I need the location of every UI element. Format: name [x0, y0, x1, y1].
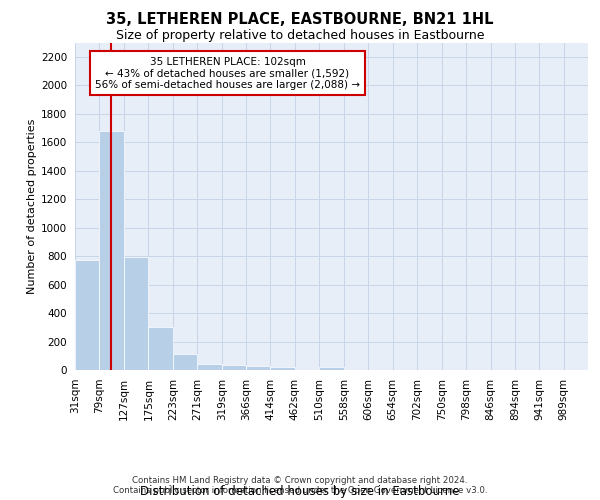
Bar [100, 131, 124, 370]
Bar [222, 366, 246, 370]
Text: Size of property relative to detached houses in Eastbourne: Size of property relative to detached ho… [116, 29, 484, 42]
Text: 35, LETHEREN PLACE, EASTBOURNE, BN21 1HL: 35, LETHEREN PLACE, EASTBOURNE, BN21 1HL [106, 12, 494, 26]
Bar [271, 367, 295, 370]
Bar [197, 364, 222, 370]
Bar [124, 257, 148, 370]
Y-axis label: Number of detached properties: Number of detached properties [27, 118, 37, 294]
Text: Contains HM Land Registry data © Crown copyright and database right 2024.
Contai: Contains HM Land Registry data © Crown c… [113, 476, 487, 496]
Bar [173, 354, 197, 370]
Text: 35 LETHEREN PLACE: 102sqm
← 43% of detached houses are smaller (1,592)
56% of se: 35 LETHEREN PLACE: 102sqm ← 43% of detac… [95, 56, 360, 90]
Bar [319, 367, 344, 370]
Bar [75, 260, 100, 370]
Text: Distribution of detached houses by size in Eastbourne: Distribution of detached houses by size … [140, 484, 460, 498]
Bar [246, 366, 271, 370]
Bar [148, 328, 173, 370]
